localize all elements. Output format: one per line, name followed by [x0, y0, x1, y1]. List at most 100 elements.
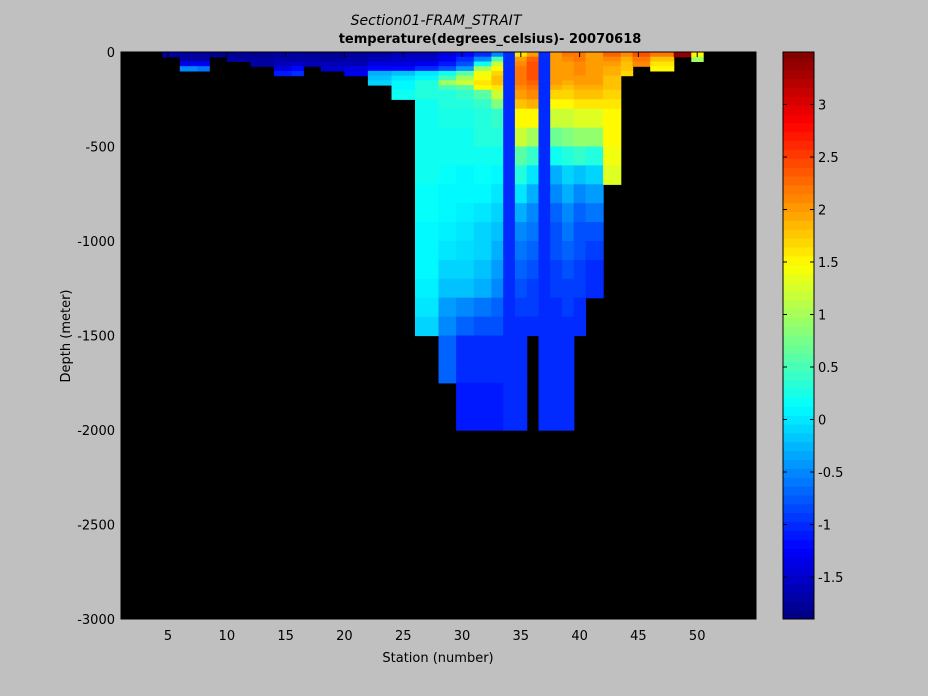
colorbar-tick-label: 0	[818, 414, 826, 429]
colorbar-scale	[783, 52, 814, 620]
heatmap-cell	[473, 70, 492, 77]
heatmap-cell	[538, 165, 551, 185]
x-tick-label: 40	[571, 629, 588, 644]
colorbar-step	[783, 300, 814, 310]
colorbar-tick-label: 1.5	[818, 256, 839, 271]
heatmap-cell	[197, 66, 210, 72]
colorbar-tick-label: 2	[818, 204, 826, 219]
heatmap-cell	[603, 75, 622, 81]
heatmap-cell	[526, 278, 540, 299]
heatmap-cell	[514, 259, 528, 280]
heatmap-cell	[303, 52, 322, 58]
heatmap-cell	[491, 222, 504, 242]
heatmap-cell	[415, 56, 440, 62]
colorbar-step	[783, 264, 814, 274]
heatmap-cell	[438, 89, 457, 100]
y-tick-label: -3000	[77, 613, 115, 628]
heatmap-cell	[603, 146, 622, 166]
x-tick-label: 20	[336, 629, 353, 644]
heatmap-cell	[573, 259, 587, 280]
heatmap-cell	[562, 85, 575, 91]
heatmap-cell	[620, 70, 634, 77]
heatmap-cell	[526, 108, 540, 129]
heatmap-cell	[585, 259, 604, 280]
heatmap-cell	[573, 89, 587, 100]
heatmap-cell	[562, 335, 575, 384]
colorbar-ticks: 3 2.5 2 1.5 1 0.5 0 -0.5 -1 -1.5	[783, 99, 843, 586]
heatmap-cell	[514, 99, 528, 110]
heatmap-cell	[344, 66, 369, 72]
heatmap-cell	[456, 259, 475, 280]
heatmap-cell	[562, 382, 575, 431]
heatmap-cell	[514, 108, 528, 129]
colorbar-step	[783, 574, 814, 585]
heatmap-cell	[562, 56, 575, 62]
heatmap-cell	[585, 165, 604, 185]
heatmap-cell	[415, 75, 440, 81]
colorbar-step	[783, 255, 814, 266]
heatmap-cell	[585, 61, 604, 67]
heatmap-cell	[514, 66, 528, 72]
heatmap-cell	[473, 165, 492, 185]
heatmap-cell	[503, 335, 516, 384]
heatmap-cell	[456, 56, 475, 62]
heatmap-cell	[273, 66, 293, 72]
heatmap-cell	[503, 61, 516, 67]
heatmap-cell	[391, 66, 416, 72]
heatmap-cell	[456, 85, 475, 91]
y-tick-label: -1500	[77, 330, 115, 345]
heatmap-cell	[650, 52, 675, 58]
heatmap-cell	[415, 165, 440, 185]
colorbar-step	[783, 477, 814, 487]
heatmap-cell	[415, 89, 440, 100]
x-axis: 5 10 15 20 25 30 35 40 45 50	[164, 52, 705, 644]
colorbar-step	[783, 548, 814, 558]
heatmap-cell	[550, 108, 563, 129]
heatmap-cell	[391, 75, 416, 81]
colorbar-step	[783, 556, 814, 567]
heatmap-cell	[473, 66, 492, 72]
heatmap-cell	[491, 52, 504, 58]
heatmap-cell	[538, 56, 551, 62]
heatmap-cell	[491, 146, 504, 166]
heatmap-cell	[562, 297, 575, 318]
heatmap-cell	[514, 297, 528, 318]
colorbar-step	[783, 140, 814, 150]
heatmap-cell	[526, 127, 540, 148]
heatmap-cell	[226, 56, 251, 62]
heatmap-cell	[550, 70, 563, 77]
heatmap-cell	[550, 259, 563, 280]
colorbar-step	[783, 344, 814, 354]
heatmap-cell	[473, 108, 492, 129]
heatmap-cell	[538, 80, 551, 86]
heatmap-cell	[491, 297, 504, 318]
heatmap-cell	[438, 99, 457, 110]
heatmap-cell	[538, 316, 551, 337]
heatmap-cell	[538, 297, 551, 318]
colorbar-step	[783, 246, 814, 257]
x-tick-label: 45	[630, 629, 647, 644]
heatmap-cell	[538, 85, 551, 91]
heatmap-cell	[538, 75, 551, 81]
colorbar: 3 2.5 2 1.5 1 0.5 0 -0.5 -1 -1.5	[782, 51, 843, 620]
heatmap-cell	[526, 259, 540, 280]
heatmap-cell	[562, 241, 575, 261]
heatmap-cell	[226, 52, 251, 58]
heatmap-cell	[503, 259, 516, 280]
heatmap-cell	[514, 241, 528, 261]
heatmap-cell	[473, 80, 492, 86]
heatmap-cell	[573, 278, 587, 299]
heatmap-cell	[550, 80, 563, 86]
heatmap-cell	[550, 146, 563, 166]
heatmap-cell	[391, 89, 416, 100]
heatmap-cell	[367, 66, 392, 72]
heatmap-cell	[503, 184, 516, 204]
heatmap-cell	[603, 52, 622, 58]
heatmap-cell	[438, 335, 457, 384]
heatmap-cell	[209, 52, 228, 58]
heatmap-cell	[514, 89, 528, 100]
heatmap-cell	[526, 184, 540, 204]
heatmap-cell	[550, 165, 563, 185]
heatmap-cell	[438, 52, 457, 58]
heatmap-cell	[491, 99, 504, 110]
